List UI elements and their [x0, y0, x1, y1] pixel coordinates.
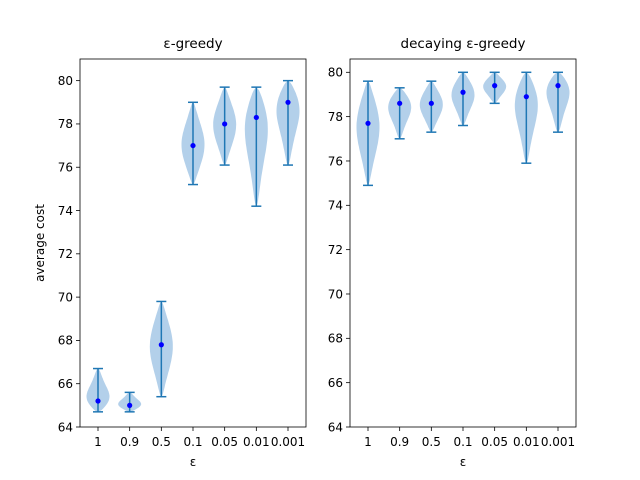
left-y-tick-label-7: 78 [58, 117, 73, 131]
left-y-tick-label-0: 64 [58, 420, 73, 434]
left-x-tick-label-6: 0.001 [271, 435, 305, 449]
right-subplot-title: decaying ε-greedy [401, 36, 526, 52]
right-y-tick-label-3: 70 [328, 287, 343, 301]
right-y-tick-label-0: 64 [328, 420, 343, 434]
right-subplot-decaying-greedy: decaying ε-greedy ε 1 0.9 0.5 0.1 0.05 0.01 0.… [328, 36, 577, 469]
left-y-tick-label-3: 70 [58, 290, 73, 304]
left-mean-point-4 [222, 121, 228, 127]
right-x-tick-label-4: 0.05 [481, 435, 508, 449]
right-x-tick-label-2: 0.5 [422, 435, 441, 449]
left-y-tick-label-4: 72 [58, 247, 73, 261]
left-x-tick-label-0: 1 [94, 435, 102, 449]
left-mean-point-2 [158, 342, 164, 348]
left-y-tick-label-8: 80 [58, 74, 73, 88]
right-mean-point-3 [460, 89, 466, 95]
left-mean-point-0 [95, 398, 101, 404]
left-x-tick-label-4: 0.05 [211, 435, 238, 449]
left-x-axis-label: ε [190, 455, 197, 469]
left-y-tick-label-1: 66 [58, 377, 73, 391]
right-y-tick-label-1: 66 [328, 376, 343, 390]
left-x-tick-label-5: 0.01 [243, 435, 270, 449]
right-axes-frame [349, 58, 577, 428]
right-x-tick-label-5: 0.01 [513, 435, 540, 449]
left-mean-point-5 [253, 114, 259, 121]
right-mean-point-6 [555, 83, 561, 89]
right-mean-point-4 [492, 83, 498, 89]
right-y-tick-label-6: 76 [328, 154, 343, 168]
left-y-tick-label-2: 68 [58, 334, 73, 348]
right-y-tick-label-5: 74 [328, 199, 343, 213]
left-mean-point-1 [127, 402, 133, 408]
right-y-tick-label-7: 78 [328, 110, 343, 124]
left-y-tick-label-6: 76 [58, 161, 73, 175]
right-mean-point-5 [523, 94, 529, 100]
right-mean-point-2 [428, 100, 434, 106]
right-mean-point-0 [365, 120, 371, 126]
right-y-tick-label-4: 72 [328, 243, 343, 257]
left-y-tick-label-5: 74 [58, 204, 73, 218]
left-mean-point-6 [285, 99, 291, 105]
right-y-tick-label-8: 80 [328, 66, 343, 80]
right-x-tick-label-3: 0.1 [453, 435, 472, 449]
right-y-tick-label-2: 68 [328, 332, 343, 346]
left-subplot-greedy: ε-greedy ε average cost 1 0.9 0.5 0.1 0.05 0.… [33, 36, 307, 469]
left-axes-frame [79, 58, 307, 428]
left-x-tick-label-2: 0.5 [152, 435, 171, 449]
right-x-tick-label-1: 0.9 [390, 435, 409, 449]
right-x-axis-label: ε [460, 455, 467, 469]
left-x-tick-label-1: 0.9 [120, 435, 139, 449]
right-mean-point-1 [397, 100, 403, 106]
left-y-axis-label: average cost [33, 204, 47, 282]
right-x-tick-label-6: 0.001 [541, 435, 575, 449]
left-subplot-title: ε-greedy [163, 36, 222, 52]
left-x-tick-label-3: 0.1 [183, 435, 202, 449]
left-mean-point-3 [190, 142, 196, 149]
right-x-tick-label-0: 1 [364, 435, 372, 449]
